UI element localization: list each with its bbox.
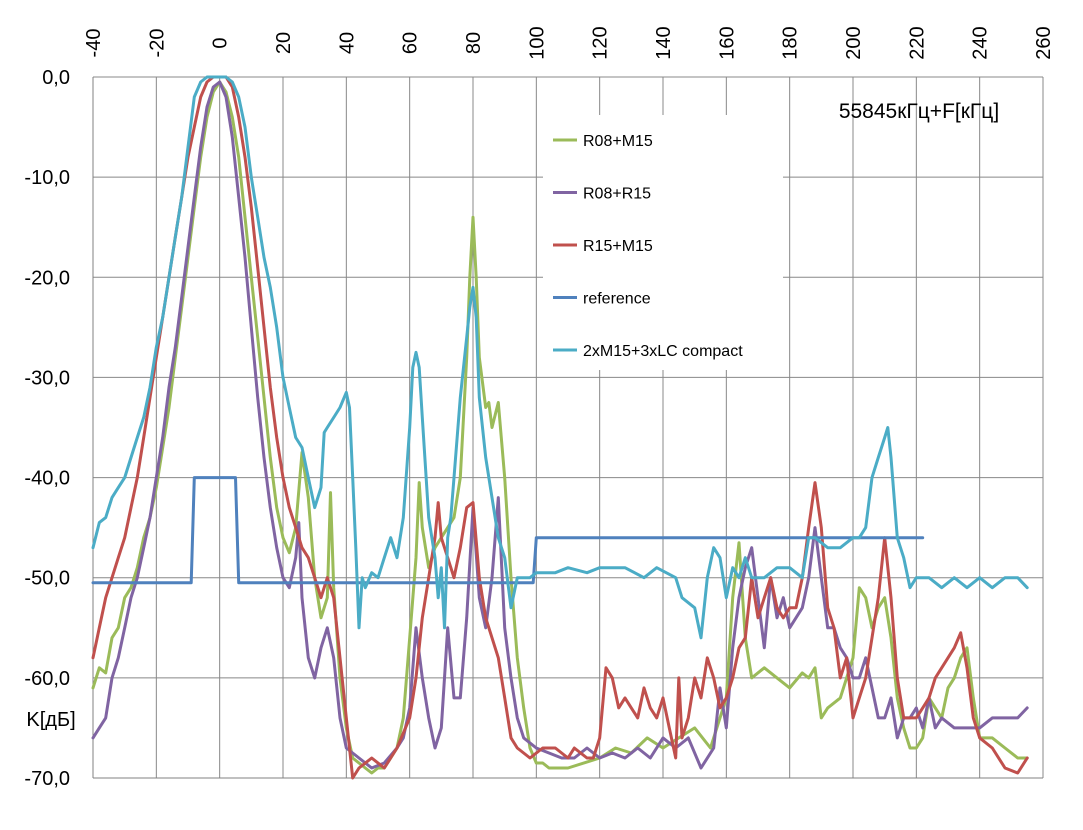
x-tick-label: 140 (653, 26, 675, 59)
series-line-1 (91, 80, 1029, 770)
legend-box (543, 115, 783, 370)
legend-label: R08+R15 (583, 186, 651, 203)
series-line-4 (91, 75, 1029, 640)
legend: R08+M15 R08+R15 R15+M15 reference 2xM15+3xLC… (553, 133, 743, 360)
y-axis-label: K[дБ] (26, 709, 75, 731)
y-tick-label: -70,0 (24, 768, 70, 790)
series-line-3 (91, 476, 925, 585)
x-tick-label: 180 (780, 26, 802, 59)
x-tick-label: 60 (400, 32, 422, 54)
x-tick-label: 100 (526, 26, 548, 59)
y-tick-label: -50,0 (24, 568, 70, 590)
x-tick-label: 160 (716, 26, 738, 59)
y-tick-label: -10,0 (24, 167, 70, 189)
y-tick-label: 0,0 (42, 67, 70, 89)
legend-label: reference (583, 291, 651, 308)
x-tick-label: 240 (970, 26, 992, 59)
series-group (91, 75, 1029, 780)
y-tick-label: -40,0 (24, 468, 70, 490)
x-tick-label: 200 (843, 26, 865, 59)
x-tick-label: 0 (210, 37, 232, 48)
tick-labels: -40 -20 0 20 40 60 80 100 120 140 160 180 200 220 240 2… (24, 26, 1055, 790)
legend-label: R15+M15 (583, 238, 653, 255)
annotation-label: 55845кГц+F[кГц] (839, 100, 999, 123)
y-tick-label: -30,0 (24, 367, 70, 389)
legend-label: 2xM15+3xLC compact (583, 343, 743, 360)
y-tick-label: -60,0 (24, 668, 70, 690)
y-tick-label: -20,0 (24, 267, 70, 289)
x-tick-label: 220 (906, 26, 928, 59)
x-tick-label: -20 (146, 29, 168, 58)
x-tick-label: -40 (83, 29, 105, 58)
legend-label: R08+M15 (583, 133, 653, 150)
axes (92, 77, 1043, 779)
series-line-2 (91, 75, 1029, 780)
x-tick-label: 40 (336, 32, 358, 54)
x-tick-label: 260 (1033, 26, 1055, 59)
x-tick-label: 80 (463, 32, 485, 54)
x-tick-label: 120 (590, 26, 612, 59)
x-tick-label: 20 (273, 32, 295, 54)
